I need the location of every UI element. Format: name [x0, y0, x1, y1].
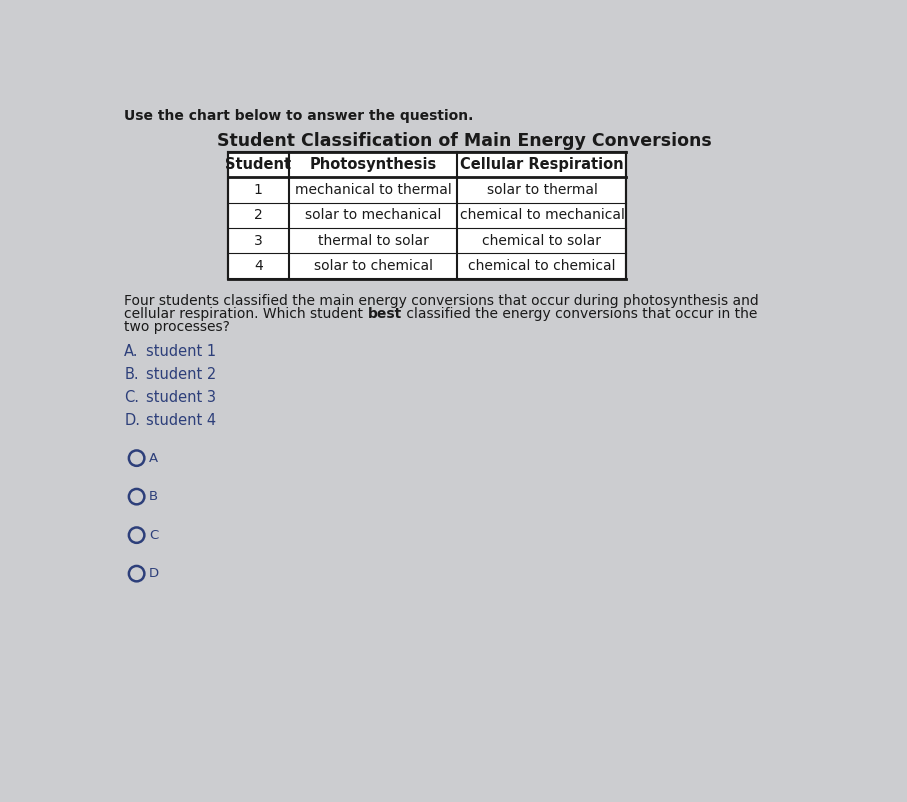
Text: A.: A.: [124, 344, 139, 359]
Text: student 2: student 2: [146, 367, 216, 383]
Text: student 1: student 1: [146, 344, 216, 359]
Text: chemical to solar: chemical to solar: [483, 233, 601, 248]
Text: D: D: [149, 567, 159, 580]
Text: C.: C.: [124, 391, 140, 405]
Text: thermal to solar: thermal to solar: [317, 233, 428, 248]
Text: Cellular Respiration: Cellular Respiration: [460, 157, 624, 172]
Text: 3: 3: [254, 233, 263, 248]
Text: chemical to chemical: chemical to chemical: [468, 259, 616, 273]
Text: mechanical to thermal: mechanical to thermal: [295, 183, 452, 196]
Text: C: C: [149, 529, 159, 541]
Text: B: B: [149, 490, 158, 503]
Text: student 3: student 3: [146, 391, 216, 405]
Text: Photosynthesis: Photosynthesis: [309, 157, 436, 172]
Text: two processes?: two processes?: [124, 320, 230, 334]
Text: solar to mechanical: solar to mechanical: [305, 209, 441, 222]
Bar: [228, 152, 627, 279]
Text: classified the energy conversions that occur in the: classified the energy conversions that o…: [402, 307, 757, 322]
Text: Student: Student: [225, 157, 291, 172]
Text: solar to chemical: solar to chemical: [314, 259, 433, 273]
Text: cellular respiration. Which student: cellular respiration. Which student: [124, 307, 367, 322]
Text: 2: 2: [254, 209, 263, 222]
Text: Use the chart below to answer the question.: Use the chart below to answer the questi…: [124, 108, 473, 123]
Text: Student Classification of Main Energy Conversions: Student Classification of Main Energy Co…: [217, 132, 712, 150]
Text: 1: 1: [254, 183, 263, 196]
Text: D.: D.: [124, 414, 141, 428]
Text: B.: B.: [124, 367, 139, 383]
Text: Four students classified the main energy conversions that occur during photosynt: Four students classified the main energy…: [124, 294, 759, 308]
Text: 4: 4: [254, 259, 263, 273]
Text: best: best: [367, 307, 402, 322]
Text: student 4: student 4: [146, 414, 216, 428]
Text: A: A: [149, 452, 158, 464]
Text: chemical to mechanical: chemical to mechanical: [460, 209, 624, 222]
Text: solar to thermal: solar to thermal: [486, 183, 598, 196]
